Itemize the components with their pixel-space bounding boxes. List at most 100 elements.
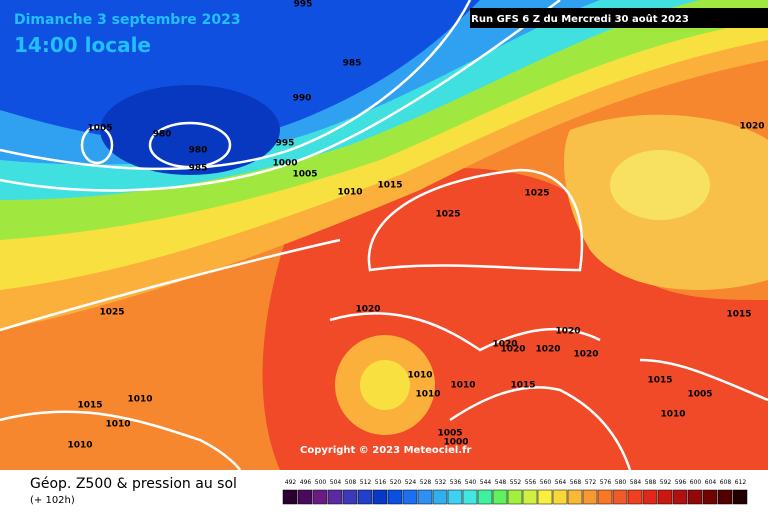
scale-swatch: [447, 489, 463, 505]
isobar-label: 1000: [272, 159, 297, 169]
scale-label: 584: [630, 479, 642, 486]
scale-label: 492: [285, 479, 297, 486]
isobar-label: 1005: [87, 124, 112, 134]
scale-swatch: [462, 489, 478, 505]
scale-label: 504: [330, 479, 342, 486]
scale-label: 524: [405, 479, 417, 486]
scale-label: 532: [435, 479, 447, 486]
scale-swatch: [657, 489, 673, 505]
field-iberia-core: [360, 360, 410, 410]
scale-swatch: [627, 489, 643, 505]
field: [0, 0, 768, 471]
isobar: [0, 238, 341, 332]
scale-swatch: [567, 489, 583, 505]
isobar-label: 985: [189, 164, 208, 174]
scale-swatch: [597, 489, 613, 505]
scale-swatch: [642, 489, 658, 505]
scale-label: 536: [450, 479, 462, 486]
scale-swatch: [282, 489, 298, 505]
scale-swatch: [582, 489, 598, 505]
isobar-label: 1005: [687, 390, 712, 400]
scale-swatch: [402, 489, 418, 505]
scale-label: 540: [465, 479, 477, 486]
scale-label: 580: [615, 479, 627, 486]
time: 14:00 locale: [14, 33, 151, 57]
isobar-label: 1005: [292, 170, 317, 180]
scale-swatch: [552, 489, 568, 505]
isobar: [449, 386, 632, 471]
isobar-label: 1015: [647, 376, 672, 386]
isobar-label: 1015: [726, 310, 751, 320]
isobar: [367, 168, 584, 272]
isobar-label: 980: [189, 146, 208, 156]
isobar: [0, 0, 472, 171]
isobar: [0, 410, 242, 471]
scale-label: 576: [600, 479, 612, 486]
isobar-label: 1025: [524, 189, 549, 199]
scale-label: 516: [375, 479, 387, 486]
color-scale: 492 496 500 504 508 512 516 520 524 528 532 536 540 5…: [282, 479, 748, 505]
scale-label: 500: [315, 479, 327, 486]
isobar: [329, 312, 601, 352]
scale-swatch: [432, 489, 448, 505]
scale-label: 508: [345, 479, 357, 486]
isobar-label: 1010: [450, 381, 475, 391]
isobar-label: 1010: [415, 390, 440, 400]
scale-label: 564: [555, 479, 567, 486]
scale-label: 520: [390, 479, 402, 486]
run-info: Run GFS 6 Z du Mercredi 30 août 2023: [471, 13, 689, 25]
isobar-label: 1025: [435, 210, 460, 220]
isobar-label: 1010: [660, 410, 685, 420]
run-box: [470, 8, 768, 28]
isobar-label: 1020: [492, 340, 517, 350]
scale-label: 544: [480, 479, 492, 486]
scale-label: 528: [420, 479, 432, 486]
isobar-label: 1015: [510, 381, 535, 391]
scale-label: 568: [570, 479, 582, 486]
copyright: Copyright © 2023 Meteociel.fr: [300, 445, 471, 456]
isobar: [80, 125, 114, 165]
isobar-label: 1010: [67, 441, 92, 451]
scale-swatch: [612, 489, 628, 505]
isobar-label: 1010: [407, 371, 432, 381]
isobar-label: 1020: [555, 327, 580, 337]
scale-swatch: [717, 489, 733, 505]
isobar: [0, 0, 561, 192]
scale-label: 596: [675, 479, 687, 486]
scale-label: 592: [660, 479, 672, 486]
scale-label: 560: [540, 479, 552, 486]
scale-swatch: [357, 489, 373, 505]
isobar-label: 1015: [377, 181, 402, 191]
scale-swatch: [537, 489, 553, 505]
scale-label: 548: [495, 479, 507, 486]
scale-label: 552: [510, 479, 522, 486]
scale-swatch: [522, 489, 538, 505]
scale-swatch: [417, 489, 433, 505]
scale-label: 588: [645, 479, 657, 486]
isobar-label: 1010: [127, 395, 152, 405]
isobar-label: 1000: [443, 438, 468, 448]
date: Dimanche 3 septembre 2023: [14, 12, 241, 28]
isobar: [639, 358, 768, 402]
scale-label: 600: [690, 479, 702, 486]
isobar-label: 1020: [739, 122, 764, 132]
scale-label: 612: [735, 479, 747, 486]
isobar: [148, 121, 232, 169]
isobar-label: 985: [343, 59, 362, 69]
scale-swatch: [477, 489, 493, 505]
isobar-label: 1020: [573, 350, 598, 360]
scale-swatch: [732, 489, 748, 505]
isobar-label: 1010: [337, 188, 362, 198]
isobar-label: 980: [153, 130, 172, 140]
legend-title: Géop. Z500 & pression au sol: [30, 476, 237, 492]
scale-swatch: [327, 489, 343, 505]
scale-swatch: [372, 489, 388, 505]
scale-label: 512: [360, 479, 372, 486]
isobars: [0, 0, 768, 471]
scale-label: 604: [705, 479, 717, 486]
isobar-label: 995: [276, 139, 295, 149]
scale-swatch: [687, 489, 703, 505]
